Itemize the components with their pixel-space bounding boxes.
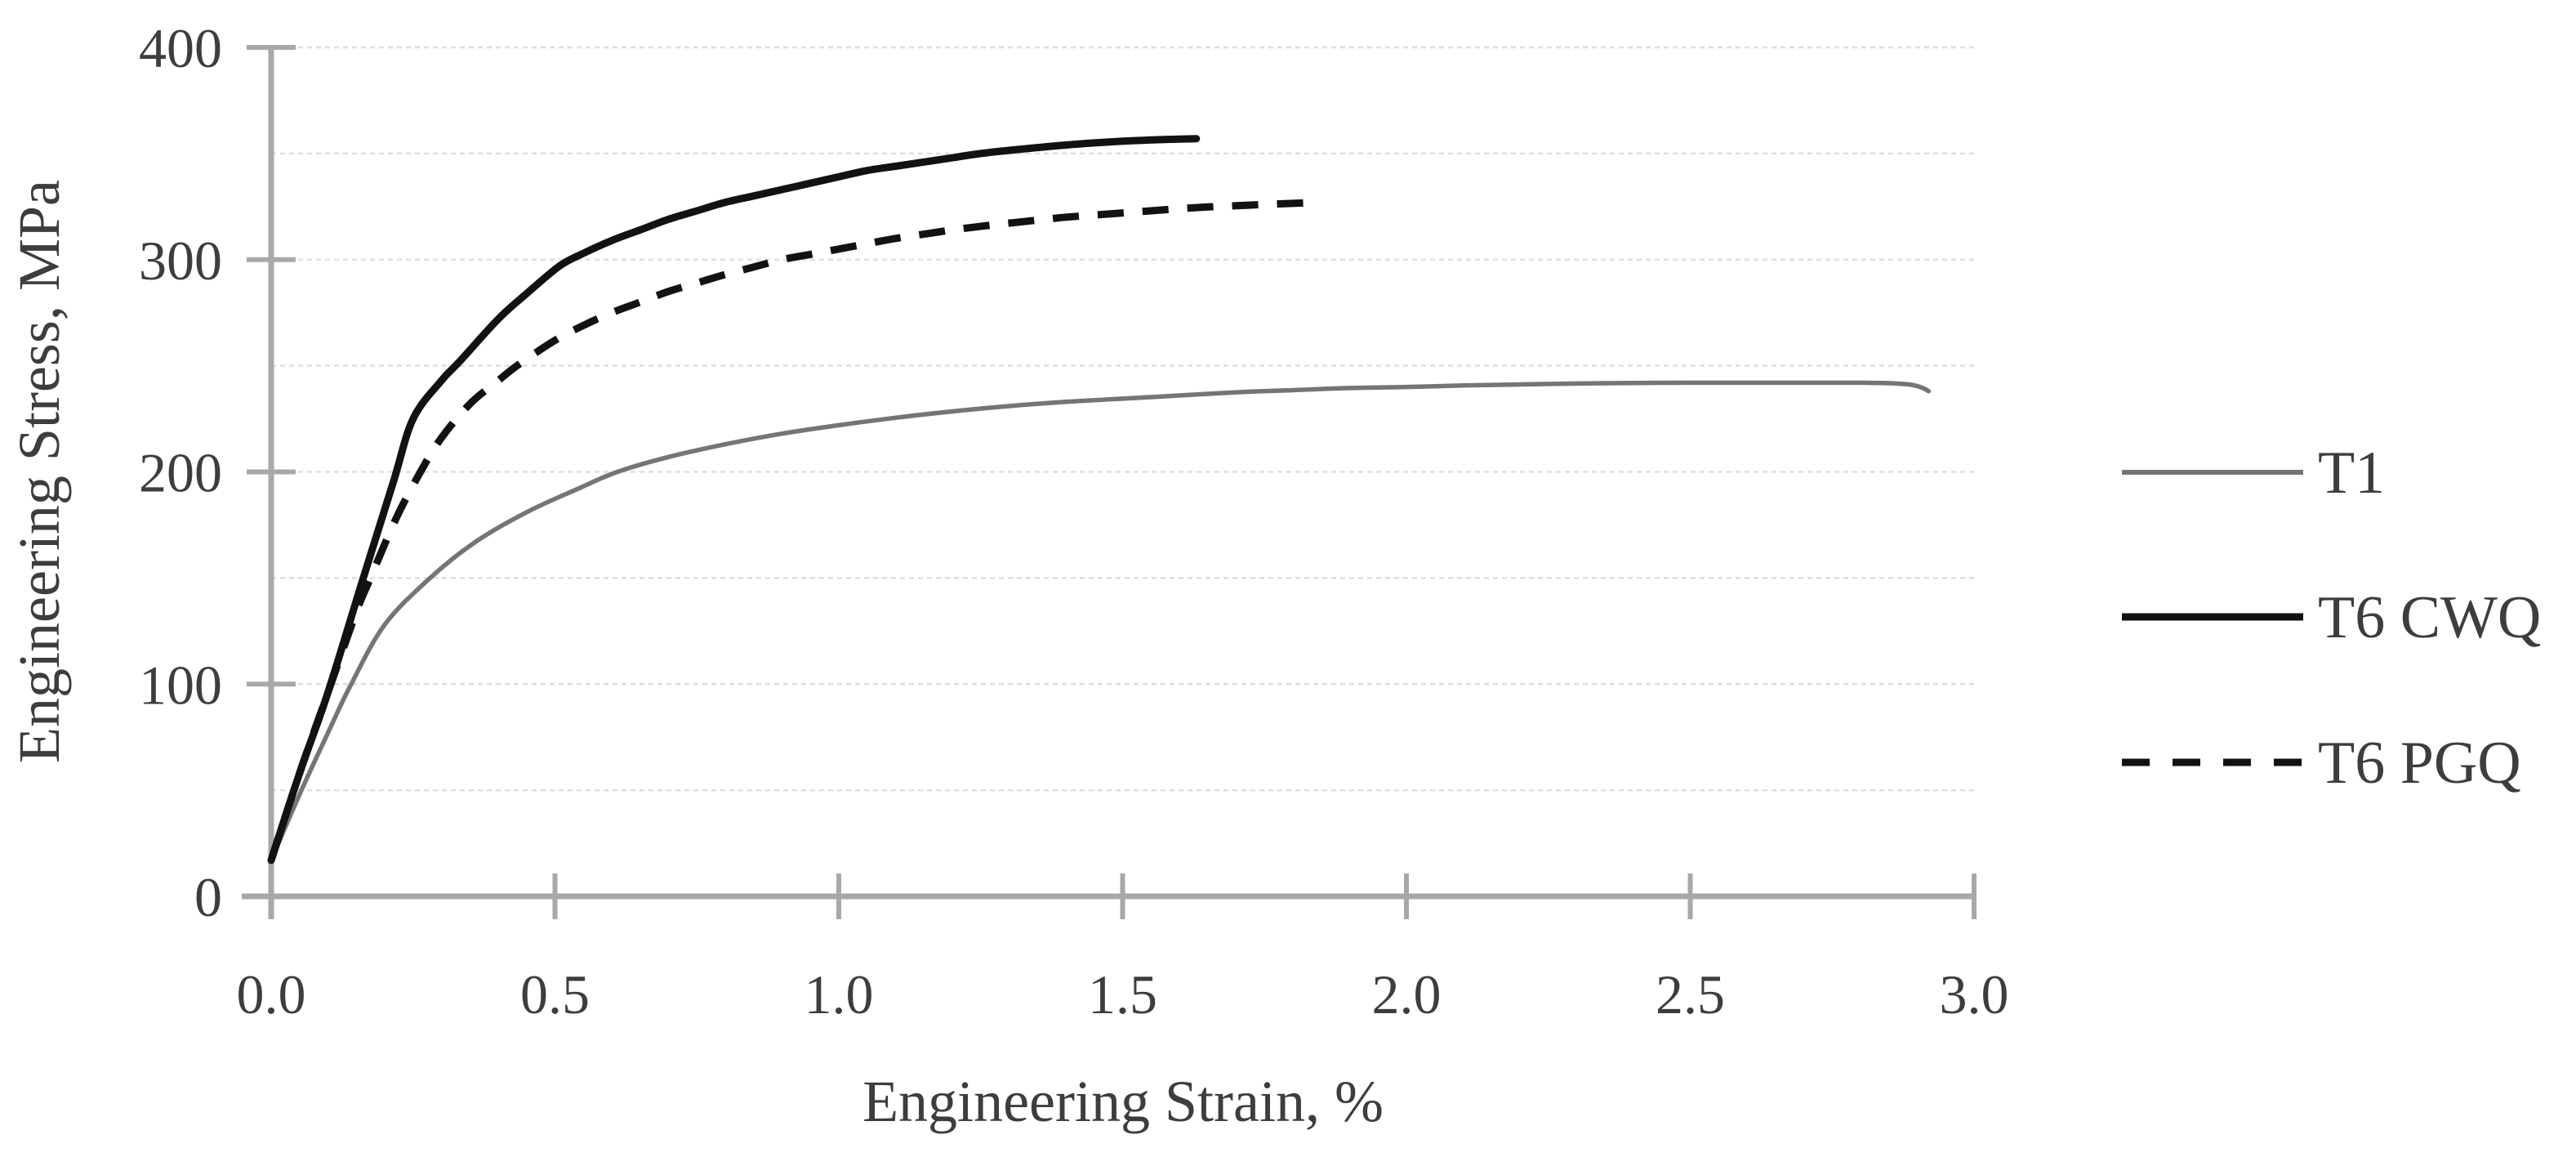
tick-marks [247, 45, 1977, 919]
legend-item-t1: T1 [2122, 440, 2385, 507]
x-tick-label: 2.0 [1372, 963, 1442, 1025]
y-tick-label: 300 [139, 230, 222, 292]
legend-label-t1: T1 [2318, 440, 2385, 507]
x-tick-label: 3.0 [1940, 963, 2009, 1025]
x-axis-title: Engineering Strain, % [862, 1069, 1384, 1134]
x-tick-label: 0.5 [520, 963, 590, 1025]
x-tick-label: 2.5 [1656, 963, 1725, 1025]
tick-labels: 0 100 200 300 400 0.0 0.5 1.0 1.5 2.0 2.5 3.0 [139, 17, 2009, 1025]
y-tick-label: 200 [139, 442, 222, 504]
legend-item-t6-cwq: T6 CWQ [2122, 584, 2541, 651]
legend: T1 T6 CWQ T6 PGQ [2122, 440, 2541, 797]
series-line-t6-cwq [267, 135, 1201, 864]
series-paths [267, 135, 1932, 864]
gridlines [271, 46, 1974, 792]
x-tick-label: 0.0 [237, 963, 306, 1025]
legend-item-t6-pgq: T6 PGQ [2122, 730, 2521, 797]
x-tick-label: 1.0 [804, 963, 874, 1025]
y-tick-label: 400 [139, 17, 222, 79]
series-line-t1 [269, 380, 1932, 863]
y-axis-title: Engineering Stress, MPa [7, 180, 72, 763]
x-tick-label: 1.5 [1088, 963, 1157, 1025]
series-line-t6-pgq [267, 199, 1318, 862]
legend-label-t6-pgq: T6 PGQ [2318, 730, 2521, 797]
legend-label-t6-cwq: T6 CWQ [2318, 584, 2541, 651]
y-tick-label: 0 [194, 866, 222, 928]
y-tick-label: 100 [139, 654, 222, 716]
